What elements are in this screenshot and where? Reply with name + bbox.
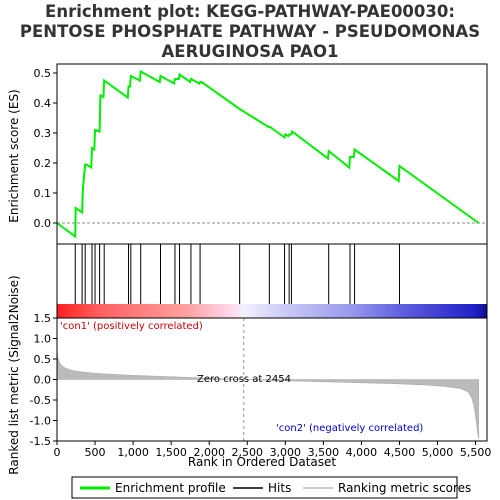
title-line-3: AERUGINOSA PAO1 (161, 42, 339, 61)
legend-hits-label: Hits (268, 481, 291, 495)
x-axis-label: Rank in Ordered Dataset (188, 455, 336, 469)
hits-panel (56, 243, 488, 319)
es-plot-area (57, 64, 487, 244)
es-y-tick-label: 0.3 (34, 127, 52, 140)
metric-y-tick-label: -1.0 (30, 415, 51, 428)
metric-plot-frame (56, 317, 488, 442)
x-tick-label: 4,500 (384, 446, 416, 459)
legend: Enrichment profile Hits Ranking metric s… (71, 476, 471, 499)
metric-panel: 1.5 1.0 0.5 0.0 -0.5 -1.0 -1.50 500 1,000 1,500 2,… (30, 312, 492, 459)
legend-metric-label: Ranking metric scores (338, 481, 471, 495)
es-y-tick-label: 0.4 (34, 97, 52, 110)
title-line-2: PENTOSE PHOSPHATE PATHWAY - PSEUDOMONAS (19, 22, 481, 41)
metric-axis-label: Ranked list metric (Signal2Noise) (7, 275, 21, 474)
x-tick-label: 500 (85, 446, 106, 459)
es-y-tick-label: 0.0 (34, 217, 52, 230)
metric-y-tick-label: 0.5 (34, 353, 52, 366)
metric-y-tick-label: 1.5 (34, 312, 52, 325)
metric-y-tick-label: 0.0 (34, 374, 52, 387)
x-tick-label: 0 (54, 446, 61, 459)
neg-corr-label: 'con2' (negatively correlated) (276, 423, 423, 434)
chart-title: Enrichment plot: KEGG-PATHWAY-PAE00030: … (0, 2, 500, 62)
es-y-tick-label: 0.5 (34, 67, 52, 80)
metric-area (56, 348, 479, 439)
es-axis-label: Enrichment score (ES) (7, 89, 21, 222)
metric-y-tick-label: -1.5 (30, 435, 51, 448)
legend-enrichment-label: Enrichment profile (115, 481, 226, 495)
x-tick-label: 5,500 (460, 446, 492, 459)
metric-y-tick-label: 1.0 (34, 333, 52, 346)
x-tick-label: 2,500 (232, 446, 264, 459)
rank-color-bar (57, 304, 487, 318)
zero-cross-label: Zero cross at 2454 (197, 374, 291, 385)
enrichment-profile-line (56, 69, 480, 239)
es-panel: 0.0 0.1 0.2 0.3 0.4 0.5 (34, 63, 488, 245)
x-tick-label: 3,000 (270, 446, 302, 459)
metric-y-tick-label: -0.5 (30, 394, 51, 407)
pos-corr-label: 'con1' (positively correlated) (60, 321, 203, 332)
x-tick-label: 3,500 (308, 446, 340, 459)
es-y-tick-label: 0.2 (34, 157, 52, 170)
x-tick-label: 5,000 (422, 446, 454, 459)
title-line-1: Enrichment plot: KEGG-PATHWAY-PAE00030: (45, 2, 455, 21)
x-tick-label: 4,000 (346, 446, 378, 459)
x-tick-label: 1,500 (155, 446, 187, 459)
es-y-tick-label: 0.1 (34, 187, 52, 200)
legend-box (71, 476, 458, 499)
x-tick-label: 1,000 (117, 446, 149, 459)
x-tick-label: 2,000 (193, 446, 225, 459)
